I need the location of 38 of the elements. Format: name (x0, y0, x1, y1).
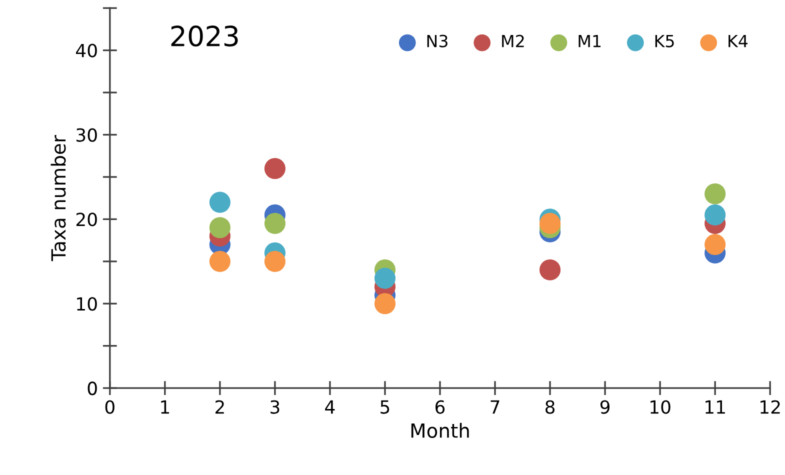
y-tick-label: 40 (76, 44, 97, 58)
x-tick-label: 0 (105, 400, 114, 414)
x-tick-label: 9 (600, 400, 610, 414)
x-tick-label: 6 (436, 400, 445, 414)
x-tick-label: 12 (760, 400, 780, 414)
point (539, 212, 561, 234)
legend-label: K5 (655, 34, 674, 48)
point (539, 259, 561, 280)
y-tick-label: 0 (88, 382, 97, 396)
point (264, 212, 286, 234)
x-tick-label: 7 (490, 400, 500, 414)
x-tick-label: 4 (325, 400, 335, 414)
point (264, 250, 286, 272)
point (264, 158, 286, 180)
point (704, 234, 726, 256)
y-tick-label: 10 (77, 297, 97, 311)
x-tick-label: 5 (380, 400, 390, 414)
y-tick-label: 20 (76, 212, 97, 226)
point (209, 192, 230, 213)
y-axis-title: Taxa number (50, 135, 66, 262)
x-tick-label: 1 (161, 400, 169, 414)
point (209, 250, 230, 272)
text: 2023 (171, 26, 238, 47)
x-tick-label: 2 (216, 400, 224, 414)
point (704, 183, 726, 204)
legend-label: N3 (427, 34, 448, 48)
point (704, 204, 726, 226)
x-tick-label: 3 (270, 400, 280, 414)
legend-label: K4 (728, 34, 748, 48)
legend-label: M2 (502, 34, 524, 48)
point (209, 217, 230, 238)
point (374, 268, 396, 289)
x-tick-label: 10 (650, 400, 670, 414)
y-tick-label: 30 (76, 128, 97, 142)
x-axis-title: Month (411, 422, 469, 438)
x-tick-label: 8 (546, 400, 555, 414)
legend-label: M1 (578, 34, 601, 48)
x-tick-label: 11 (706, 400, 725, 414)
